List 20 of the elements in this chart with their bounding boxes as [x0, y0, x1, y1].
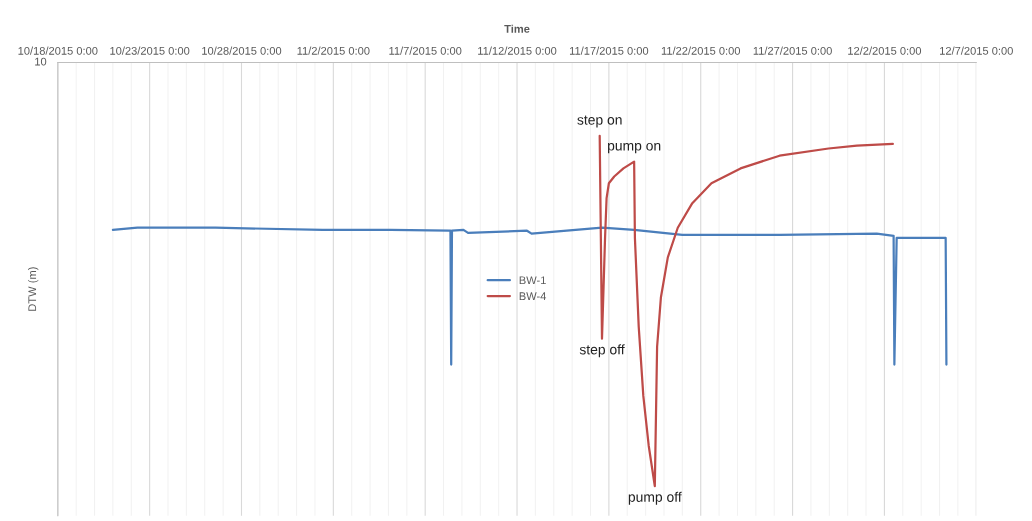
- x-tick-label: 11/17/2015 0:00: [569, 46, 649, 55]
- annotation: step on: [577, 115, 622, 128]
- annotation: pump off: [628, 491, 682, 505]
- legend-label: BW-1: [519, 276, 546, 285]
- x-tick-label: 10/28/2015 0:00: [202, 46, 282, 55]
- x-tick-label: 12/2/2015 0:00: [848, 46, 922, 55]
- x-tick-label: 10/23/2015 0:00: [110, 46, 190, 55]
- y-axis-title: DTW (m): [27, 267, 39, 311]
- x-tick-label: 11/2/2015 0:00: [297, 46, 370, 55]
- text: 10: [35, 57, 47, 66]
- legend-label: BW-4: [519, 292, 547, 300]
- x-tick-label: 10/18/2015 0:00: [18, 46, 98, 55]
- x-tick-label: 12/7/2015 0:00: [940, 46, 1013, 55]
- annotation: pump on: [608, 142, 661, 154]
- x-tick-label: 11/12/2015 0:00: [478, 46, 557, 55]
- x-axis-title: Time: [504, 24, 530, 33]
- x-tick-label: 11/27/2015 0:00: [753, 46, 832, 55]
- x-tick-label: 11/7/2015 0:00: [389, 46, 462, 55]
- annotation: step off: [579, 344, 625, 358]
- x-tick-label: 11/22/2015 0:00: [661, 46, 741, 55]
